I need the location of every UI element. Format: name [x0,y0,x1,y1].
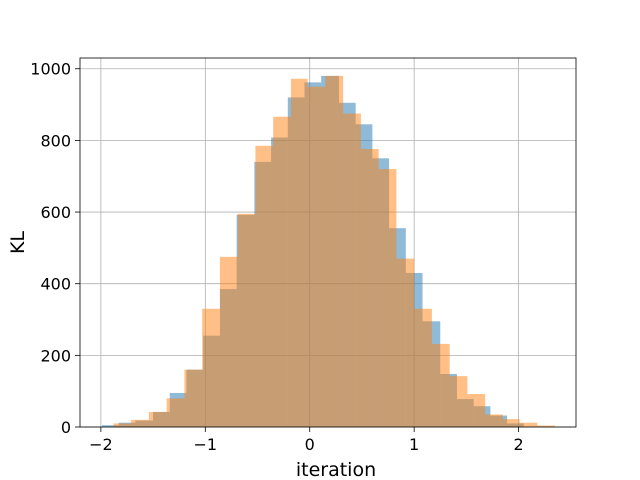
axis-ticks: −2 −1 0 1 2 0 200 400 600 800 1000 [30,60,523,454]
histogram-bar [325,75,344,427]
histogram-bar [396,258,415,427]
histogram-bar [307,86,326,428]
histogram-bar [237,213,256,427]
y-tick-label: 1000 [30,60,71,79]
y-tick-label: 600 [40,203,71,222]
x-tick-label: 0 [305,435,315,454]
plot-area-frame [79,57,577,428]
y-axis-label: KL [7,231,29,254]
histogram-bar [148,411,167,427]
histogram-bar [467,394,486,427]
y-tick-label: 0 [61,418,71,437]
x-tick-label: −1 [194,435,218,454]
histogram-bar [219,256,238,427]
histogram-bar [166,398,185,427]
x-tick-label: −2 [89,435,113,454]
histogram-bar [343,113,361,428]
histogram-bar [519,422,538,427]
x-tick-label: 2 [513,435,523,454]
histogram-bar [184,369,203,427]
y-tick-label: 200 [40,346,71,365]
histogram-bar [101,425,119,427]
histogram-bar [131,419,149,427]
y-tick-label: 400 [40,275,71,294]
histogram-bar [113,423,132,427]
histogram-bar [378,169,397,427]
x-axis-label: iteration [296,459,376,480]
histogram-bar [273,116,291,428]
histogram-bar [360,148,379,428]
histogram-bar [485,414,503,427]
histogram-bar [202,308,220,427]
histogram-bar [414,308,432,427]
histogram-bar [290,78,308,428]
y-tick-label: 800 [40,131,71,150]
x-tick-label: 1 [409,435,419,454]
histogram-series-2 [113,75,556,428]
histogram-bar [502,419,520,427]
histogram-bar [255,145,274,427]
histogram-bars [101,75,556,428]
histogram-bar [431,343,450,427]
histogram-bar [449,376,468,427]
histogram-bar [537,425,556,427]
